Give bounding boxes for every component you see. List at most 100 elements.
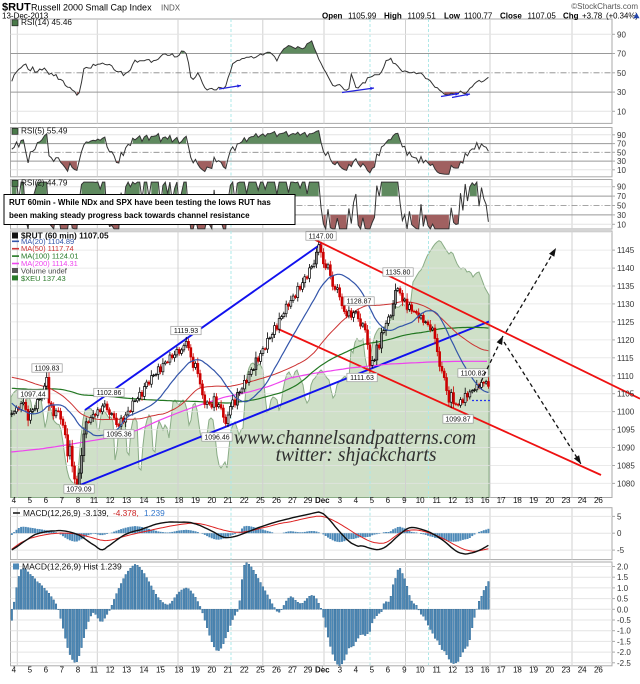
svg-text:8: 8 bbox=[76, 496, 81, 505]
svg-text:30: 30 bbox=[617, 211, 626, 220]
svg-text:1095: 1095 bbox=[617, 426, 635, 435]
svg-text:RUT 60min - While NDx and SPX: RUT 60min - While NDx and SPX have been … bbox=[9, 198, 271, 207]
svg-text:25: 25 bbox=[256, 496, 265, 505]
svg-text:-5: -5 bbox=[617, 546, 625, 555]
svg-text:-1.5: -1.5 bbox=[617, 637, 631, 646]
svg-text:19: 19 bbox=[191, 496, 200, 505]
svg-text:$XEU 137.43: $XEU 137.43 bbox=[21, 274, 66, 283]
svg-text:10: 10 bbox=[617, 107, 626, 116]
svg-text:-2.5: -2.5 bbox=[617, 659, 631, 668]
svg-text:1099.87: 1099.87 bbox=[445, 417, 470, 424]
svg-text:1102.86: 1102.86 bbox=[97, 390, 122, 397]
svg-text:13-Dec-2013: 13-Dec-2013 bbox=[2, 12, 49, 21]
svg-text:5: 5 bbox=[370, 496, 375, 505]
svg-text:17: 17 bbox=[497, 496, 506, 505]
svg-text:1090: 1090 bbox=[617, 444, 635, 453]
svg-text:26: 26 bbox=[594, 496, 603, 505]
svg-text:7: 7 bbox=[60, 496, 65, 505]
svg-text:(+0.34%): (+0.34%) bbox=[606, 11, 638, 20]
svg-text:6: 6 bbox=[44, 496, 49, 505]
svg-text:1130: 1130 bbox=[617, 300, 635, 309]
svg-text:5: 5 bbox=[617, 512, 622, 521]
svg-text:13: 13 bbox=[122, 496, 131, 505]
svg-text:been making steady progress ba: been making steady progress back towards… bbox=[9, 211, 250, 220]
svg-text:1107.05: 1107.05 bbox=[528, 11, 557, 20]
svg-text:1110: 1110 bbox=[617, 372, 634, 381]
svg-text:-2.0: -2.0 bbox=[617, 648, 631, 657]
svg-text:Low: Low bbox=[444, 11, 461, 20]
svg-text:11: 11 bbox=[90, 496, 99, 505]
svg-text:MACD(12,26,9) Hist 1.239: MACD(12,26,9) Hist 1.239 bbox=[22, 562, 122, 572]
svg-text:twitter: shjackcharts: twitter: shjackcharts bbox=[276, 445, 437, 466]
svg-text:+3.78: +3.78 bbox=[582, 11, 603, 20]
svg-text:MACD(12,26,9) -3.139,: MACD(12,26,9) -3.139, bbox=[23, 508, 109, 518]
svg-text:27: 27 bbox=[288, 496, 297, 505]
svg-text:70: 70 bbox=[617, 140, 626, 149]
svg-text:10: 10 bbox=[416, 496, 425, 505]
svg-text:1097.44: 1097.44 bbox=[20, 392, 45, 399]
svg-text:10: 10 bbox=[617, 220, 626, 229]
svg-text:1085: 1085 bbox=[617, 462, 635, 471]
svg-text:9: 9 bbox=[402, 496, 407, 505]
svg-text:1079.09: 1079.09 bbox=[66, 487, 91, 494]
svg-text:1135.80: 1135.80 bbox=[386, 270, 411, 277]
svg-text:1.5: 1.5 bbox=[617, 573, 629, 582]
svg-text:2.0: 2.0 bbox=[617, 563, 629, 572]
svg-text:90: 90 bbox=[617, 183, 626, 192]
svg-text:1100.82: 1100.82 bbox=[461, 371, 486, 378]
svg-text:1115: 1115 bbox=[617, 354, 634, 363]
svg-text:Chg: Chg bbox=[563, 11, 579, 20]
svg-text:14: 14 bbox=[140, 496, 149, 505]
svg-text:-4.378,: -4.378, bbox=[113, 508, 139, 518]
svg-text:24: 24 bbox=[578, 496, 587, 505]
svg-text:Close: Close bbox=[500, 11, 522, 20]
svg-text:90: 90 bbox=[617, 30, 626, 39]
svg-text:4: 4 bbox=[354, 496, 359, 505]
svg-text:90: 90 bbox=[617, 131, 626, 140]
svg-text:20: 20 bbox=[207, 496, 216, 505]
svg-text:20: 20 bbox=[545, 496, 554, 505]
svg-text:29: 29 bbox=[304, 496, 313, 505]
svg-text:0: 0 bbox=[617, 529, 622, 538]
svg-text:12: 12 bbox=[448, 496, 457, 505]
svg-text:1135: 1135 bbox=[617, 282, 635, 291]
svg-text:1109.51: 1109.51 bbox=[408, 11, 437, 20]
svg-text:INDX: INDX bbox=[161, 4, 181, 13]
svg-text:5: 5 bbox=[28, 496, 33, 505]
svg-text:1105: 1105 bbox=[617, 390, 635, 399]
svg-text:1105.99: 1105.99 bbox=[348, 11, 377, 20]
svg-text:6: 6 bbox=[386, 496, 391, 505]
svg-text:12: 12 bbox=[106, 496, 115, 505]
svg-text:RSI(5) 55.49: RSI(5) 55.49 bbox=[21, 127, 68, 136]
svg-text:23: 23 bbox=[562, 496, 571, 505]
svg-text:50: 50 bbox=[617, 69, 626, 78]
svg-text:13: 13 bbox=[465, 496, 474, 505]
svg-text:Open: Open bbox=[322, 11, 343, 20]
svg-text:1109.83: 1109.83 bbox=[35, 366, 60, 373]
svg-text:19: 19 bbox=[529, 496, 538, 505]
svg-text:30: 30 bbox=[617, 157, 626, 166]
svg-text:50: 50 bbox=[617, 202, 626, 211]
svg-text:0.0: 0.0 bbox=[617, 605, 629, 614]
svg-text:1100: 1100 bbox=[617, 408, 635, 417]
svg-text:1145: 1145 bbox=[617, 246, 635, 255]
svg-text:1119.93: 1119.93 bbox=[174, 328, 198, 335]
svg-text:-0.5: -0.5 bbox=[617, 616, 631, 625]
svg-text:21: 21 bbox=[224, 496, 233, 505]
svg-text:18: 18 bbox=[513, 496, 522, 505]
svg-text:3: 3 bbox=[338, 496, 343, 505]
svg-text:15: 15 bbox=[156, 496, 165, 505]
svg-text:1.239: 1.239 bbox=[144, 508, 165, 518]
svg-text:High: High bbox=[384, 11, 402, 20]
svg-text:1.0: 1.0 bbox=[617, 584, 629, 593]
svg-text:16: 16 bbox=[481, 496, 490, 505]
svg-text:1125: 1125 bbox=[617, 318, 635, 327]
svg-text:Dec: Dec bbox=[315, 496, 330, 505]
svg-text:1147.00: 1147.00 bbox=[309, 234, 334, 241]
svg-text:50: 50 bbox=[617, 148, 626, 157]
svg-text:1120: 1120 bbox=[617, 336, 635, 345]
svg-text:0.5: 0.5 bbox=[617, 595, 629, 604]
svg-text:70: 70 bbox=[617, 192, 626, 201]
svg-text:1111.63: 1111.63 bbox=[350, 375, 374, 382]
svg-text:1140: 1140 bbox=[617, 264, 635, 273]
